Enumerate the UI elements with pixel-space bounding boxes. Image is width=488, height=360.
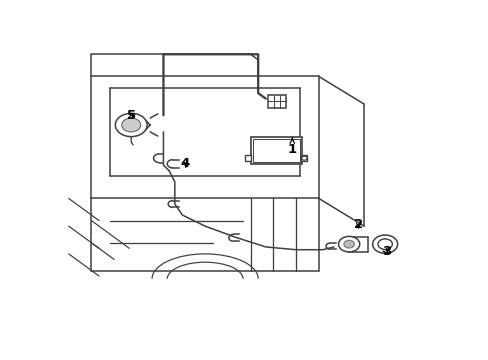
Bar: [252, 139, 299, 162]
Bar: [250, 138, 301, 164]
Text: 4: 4: [181, 157, 190, 170]
Text: 1: 1: [287, 138, 296, 157]
Text: 5: 5: [126, 109, 136, 122]
Bar: [348, 237, 367, 252]
Circle shape: [343, 240, 354, 248]
Circle shape: [372, 235, 397, 253]
Text: 2: 2: [353, 218, 363, 231]
Circle shape: [301, 156, 306, 160]
Bar: [301, 156, 306, 161]
Circle shape: [377, 239, 391, 249]
Bar: [245, 156, 250, 161]
Text: 3: 3: [381, 245, 390, 258]
Circle shape: [115, 113, 147, 136]
Circle shape: [122, 118, 141, 132]
Bar: [267, 95, 285, 108]
Circle shape: [338, 237, 359, 252]
